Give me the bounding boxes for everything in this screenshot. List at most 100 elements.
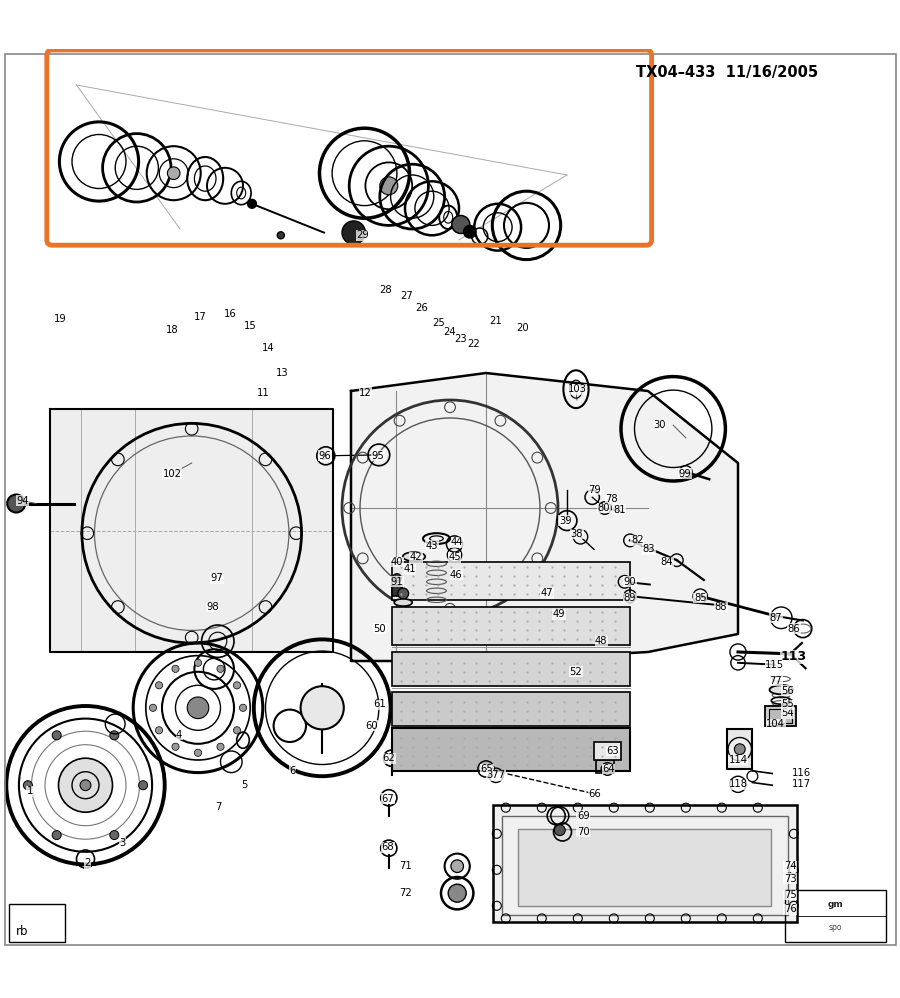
Bar [392, 692, 630, 726]
Text: 78: 78 [606, 494, 618, 504]
Circle shape [392, 574, 401, 583]
Bar [518, 829, 771, 906]
Text: 76: 76 [784, 904, 796, 914]
Text: spo: spo [829, 923, 842, 932]
Text: 72: 72 [400, 888, 412, 898]
Circle shape [7, 494, 25, 513]
Text: 63: 63 [607, 746, 619, 756]
Text: 77: 77 [770, 676, 782, 686]
Bar [392, 586, 402, 596]
Circle shape [554, 824, 565, 835]
Text: rb: rb [16, 925, 29, 938]
Text: 116: 116 [792, 767, 812, 777]
Circle shape [156, 727, 163, 734]
Bar [765, 706, 796, 726]
Text: 68: 68 [382, 842, 394, 852]
Text: 22: 22 [467, 339, 480, 349]
Text: 50: 50 [374, 624, 386, 634]
Circle shape [217, 666, 224, 673]
Text: 46: 46 [450, 570, 463, 580]
Text: 45: 45 [448, 553, 461, 563]
Text: 115: 115 [765, 661, 785, 671]
Text: 377: 377 [486, 770, 506, 780]
Text: 30: 30 [653, 420, 666, 430]
Bar [392, 607, 630, 645]
Polygon shape [50, 409, 333, 652]
Bar [502, 815, 788, 915]
Circle shape [734, 744, 745, 754]
Text: 17: 17 [194, 312, 206, 322]
Text: 28: 28 [379, 285, 392, 295]
Circle shape [448, 884, 466, 902]
Circle shape [277, 232, 284, 239]
Bar [392, 652, 630, 687]
Circle shape [110, 830, 119, 839]
Text: 20: 20 [517, 323, 529, 333]
Text: 38: 38 [571, 529, 583, 539]
Text: 2: 2 [84, 858, 91, 868]
Circle shape [156, 682, 163, 689]
Text: 64: 64 [602, 764, 615, 774]
Ellipse shape [770, 686, 793, 695]
Text: 21: 21 [490, 315, 502, 325]
Text: 102: 102 [162, 469, 182, 479]
Text: 66: 66 [589, 789, 601, 799]
Circle shape [380, 177, 398, 195]
Text: 85: 85 [694, 593, 706, 603]
Text: 5: 5 [241, 780, 248, 790]
Text: 67: 67 [382, 793, 394, 803]
Text: 42: 42 [410, 553, 422, 563]
Text: 81: 81 [613, 505, 626, 515]
Text: 98: 98 [206, 602, 219, 612]
Text: 1: 1 [26, 786, 33, 796]
Circle shape [452, 216, 470, 234]
Bar [785, 889, 886, 942]
Text: 99: 99 [679, 469, 691, 479]
Circle shape [194, 749, 202, 756]
Text: 23: 23 [454, 333, 467, 343]
Circle shape [248, 200, 256, 209]
Bar [594, 742, 621, 760]
Text: 40: 40 [391, 557, 403, 567]
Circle shape [52, 731, 61, 740]
Text: 69: 69 [577, 810, 590, 820]
Bar [9, 904, 65, 942]
Text: 65: 65 [481, 764, 493, 774]
Text: 43: 43 [426, 541, 438, 551]
Bar [493, 805, 797, 922]
Circle shape [233, 682, 240, 689]
Text: 62: 62 [382, 753, 395, 763]
Circle shape [301, 687, 344, 730]
Bar [727, 730, 752, 769]
Text: 29: 29 [356, 231, 369, 241]
Text: 19: 19 [54, 314, 67, 324]
Bar [769, 709, 792, 724]
Text: 82: 82 [631, 535, 644, 545]
Text: 95: 95 [372, 451, 384, 461]
Text: 94: 94 [16, 496, 29, 506]
Text: 71: 71 [400, 861, 412, 871]
Circle shape [239, 705, 247, 712]
Circle shape [342, 221, 365, 245]
Text: 97: 97 [211, 573, 223, 583]
Text: 44: 44 [451, 537, 464, 547]
Text: 87: 87 [770, 613, 782, 623]
Text: 52: 52 [570, 667, 582, 677]
Circle shape [194, 660, 202, 667]
Text: 79: 79 [589, 485, 601, 495]
Text: 3: 3 [120, 837, 125, 847]
Text: 117: 117 [792, 779, 812, 789]
Text: 39: 39 [559, 516, 572, 526]
Text: 70: 70 [577, 827, 590, 837]
Text: 89: 89 [624, 593, 636, 603]
Circle shape [187, 697, 209, 719]
Circle shape [233, 727, 240, 734]
Circle shape [149, 705, 157, 712]
Text: 26: 26 [415, 303, 428, 313]
Text: 73: 73 [784, 874, 796, 884]
Circle shape [23, 780, 32, 789]
Text: 75: 75 [784, 890, 796, 900]
Bar [392, 728, 630, 770]
Text: 60: 60 [365, 721, 378, 731]
Text: 80: 80 [598, 503, 610, 513]
